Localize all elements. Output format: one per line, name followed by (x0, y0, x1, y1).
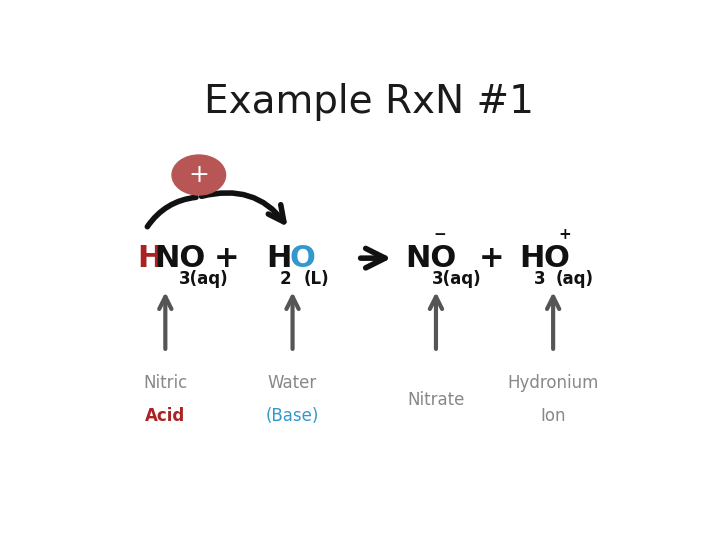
Text: O: O (543, 244, 569, 273)
Text: Water: Water (268, 374, 318, 392)
Text: 3: 3 (534, 270, 545, 288)
Text: (aq): (aq) (556, 270, 594, 288)
Text: H: H (138, 244, 163, 273)
Text: +: + (214, 244, 240, 273)
Circle shape (172, 155, 225, 195)
Text: Ion: Ion (541, 407, 566, 425)
Text: 2: 2 (280, 270, 292, 288)
Text: H: H (266, 244, 291, 273)
Text: NO: NO (154, 244, 205, 273)
Text: +: + (559, 227, 572, 241)
Text: Acid: Acid (145, 407, 186, 425)
Text: Hydronium: Hydronium (508, 374, 599, 392)
Text: −: − (433, 227, 446, 241)
Text: Example RxN #1: Example RxN #1 (204, 83, 534, 121)
Text: (Base): (Base) (266, 407, 319, 425)
Text: +: + (479, 244, 505, 273)
Text: 3(aq): 3(aq) (179, 270, 229, 288)
Text: O: O (289, 244, 315, 273)
Text: NO: NO (405, 244, 456, 273)
Text: (L): (L) (304, 270, 329, 288)
Text: Nitric: Nitric (143, 374, 187, 392)
Text: 3(aq): 3(aq) (432, 270, 482, 288)
Text: Nitrate: Nitrate (408, 390, 464, 409)
Text: +: + (189, 163, 210, 187)
Text: H: H (520, 244, 545, 273)
